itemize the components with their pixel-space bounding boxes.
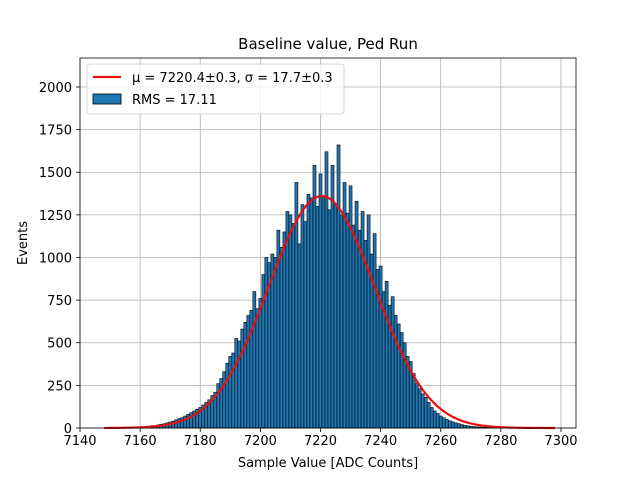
histogram-bar [427, 402, 430, 428]
histogram-bar [373, 234, 376, 428]
x-tick-label: 7260 [424, 434, 457, 449]
histogram-bar [274, 257, 277, 428]
histogram-bar [310, 198, 313, 428]
histogram-bar [247, 315, 250, 428]
histogram-bar [454, 423, 457, 428]
histogram-bar [346, 213, 349, 428]
y-tick-label: 250 [47, 379, 72, 394]
x-tick-label: 7200 [244, 434, 277, 449]
histogram-bar [229, 356, 232, 428]
legend-hist-label: RMS = 17.11 [132, 93, 217, 108]
histogram-bar [457, 424, 460, 428]
histogram-bar [349, 186, 352, 428]
histogram-bar [445, 419, 448, 428]
histogram-bar [325, 152, 328, 428]
x-tick-label: 7280 [484, 434, 517, 449]
histogram-bar [400, 333, 403, 428]
histogram-bar [391, 297, 394, 428]
y-tick-label: 1000 [39, 251, 72, 266]
histogram-bar [316, 206, 319, 428]
y-tick-label: 1250 [39, 209, 72, 224]
histogram-bar [253, 292, 256, 428]
histogram-bar [322, 196, 325, 428]
histogram-bar [340, 215, 343, 428]
histogram-bar [256, 309, 259, 428]
histogram-bar [448, 421, 451, 428]
histogram-bar [430, 408, 433, 428]
histogram-bar [397, 324, 400, 428]
histogram-bar [178, 419, 181, 428]
histogram-bar [460, 425, 463, 428]
y-tick-label: 1750 [39, 124, 72, 139]
histogram-bar [244, 322, 247, 428]
x-tick-label: 7180 [184, 434, 217, 449]
histogram-bar [355, 201, 358, 428]
histogram-bar [265, 257, 268, 428]
histogram-bar [319, 174, 322, 428]
histogram-bar [298, 244, 301, 428]
histogram-bar [415, 384, 418, 428]
x-tick-label: 7220 [304, 434, 337, 449]
histogram-bar [259, 298, 262, 428]
histogram-bar [442, 418, 445, 428]
histogram-bar [235, 338, 238, 428]
y-tick-label: 0 [64, 422, 72, 437]
histogram-bar [433, 411, 436, 428]
x-tick-label: 7300 [544, 434, 577, 449]
chart-title: Baseline value, Ped Run [238, 35, 418, 53]
histogram-bar [361, 211, 364, 428]
x-tick-label: 7240 [364, 434, 397, 449]
histogram-bar [232, 353, 235, 428]
y-tick-label: 500 [47, 337, 72, 352]
histogram-bar [358, 230, 361, 428]
y-tick-label: 750 [47, 294, 72, 309]
histogram-bar [328, 210, 331, 428]
histogram-bar [292, 223, 295, 428]
histogram-bar [436, 414, 439, 428]
histogram-bar [352, 225, 355, 428]
histogram-bar [280, 247, 283, 428]
y-axis-label: Events [16, 221, 31, 265]
histogram-bar [367, 215, 370, 428]
histogram-bar [337, 145, 340, 428]
y-tick-label: 2000 [39, 81, 72, 96]
histogram-bar [241, 329, 244, 428]
histogram-bar [289, 215, 292, 428]
histogram-bar [226, 363, 229, 428]
histogram-bar [424, 397, 427, 428]
histogram-bar [331, 165, 334, 428]
histogram-bar [421, 394, 424, 428]
histogram-bar [283, 232, 286, 428]
histogram-bar [313, 165, 316, 428]
histogram-bar [418, 389, 421, 428]
x-tick-label: 7160 [124, 434, 157, 449]
histogram-bar [334, 205, 337, 428]
histogram-bar [451, 422, 454, 428]
histogram-bar [385, 281, 388, 428]
histogram-bar [463, 425, 466, 428]
histogram-bar [412, 373, 415, 428]
x-axis-label: Sample Value [ADC Counts] [238, 456, 418, 471]
histogram-bar [223, 372, 226, 428]
legend: μ = 7220.4±0.3, σ = 17.7±0.3 RMS = 17.11 [87, 64, 344, 114]
histogram-bar [304, 222, 307, 428]
histogram-bar [394, 315, 397, 428]
histogram-bar [301, 205, 304, 428]
legend-fit-label: μ = 7220.4±0.3, σ = 17.7±0.3 [132, 71, 333, 86]
y-tick-label: 1500 [39, 166, 72, 181]
histogram-bar [439, 416, 442, 428]
legend-hist-swatch [93, 94, 121, 104]
histogram-bar [307, 194, 310, 428]
histogram-bar [379, 266, 382, 428]
